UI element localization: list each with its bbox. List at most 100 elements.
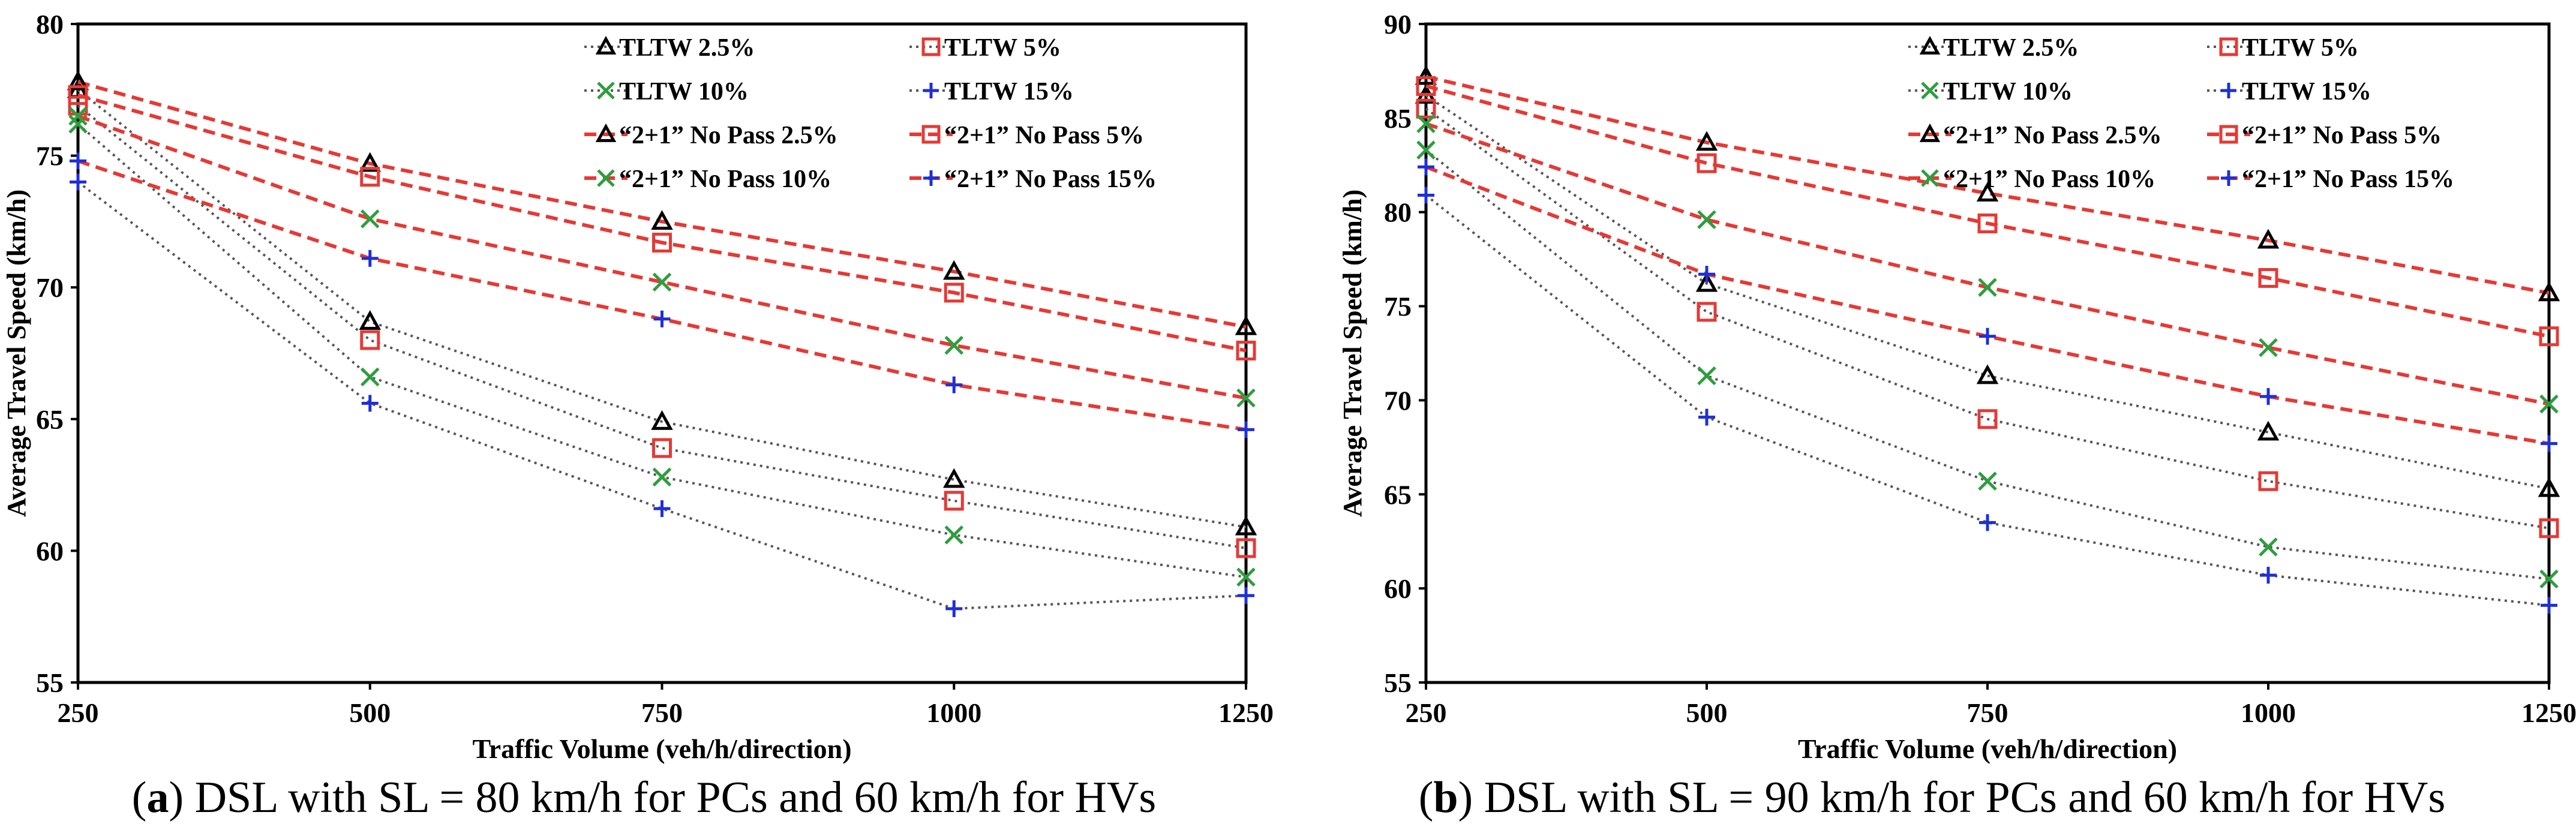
chart-a-series-2-1-no-pass-2-5: [67, 70, 1257, 335]
chart-a-x-axis-title: Traffic Volume (veh/h/direction): [472, 733, 851, 764]
chart-b-data-point: [1977, 213, 1998, 234]
chart-a-xtick-label: 1000: [926, 697, 981, 728]
chart-a-xtick-label: 250: [58, 697, 99, 728]
chart-a-data-point: [652, 233, 672, 253]
chart-b-data-point: [1979, 514, 1996, 531]
chart-a-data-point: [944, 282, 964, 303]
chart-a-legend-item-tltw-2-5: TLTW 2.5%: [584, 34, 755, 62]
chart-a-series-line: [77, 89, 1247, 528]
chart-b-ytick-label: 85: [1384, 103, 1412, 134]
chart-a-series-2-1-no-pass-10: [68, 106, 1256, 408]
chart-b-data-point: [1979, 327, 1996, 345]
chart-a-legend-marker: [595, 123, 617, 142]
chart-a-series-line: [77, 181, 1247, 611]
chart-b-series-tltw-15: [1418, 187, 2557, 614]
chart-a-series-tltw-15: [70, 173, 1254, 618]
chart-a-data-point: [70, 152, 86, 170]
chart-a-ytick-label: 70: [36, 272, 64, 303]
chart-b-data-point: [1418, 158, 1434, 176]
chart-b-data-point: [1976, 364, 1999, 384]
chart-a-legend-label: TLTW 15%: [944, 78, 1074, 106]
caption-b-text: DSL with SL = 90 km/h for PCs and 60 km/…: [1473, 773, 2446, 822]
chart-b-ytick-label: 60: [1384, 573, 1412, 604]
chart-b-xtick-label: 250: [1406, 697, 1447, 728]
chart-a-data-point: [1236, 567, 1256, 587]
chart-b-data-point: [2538, 281, 2560, 302]
chart-a-data-point: [1238, 587, 1254, 605]
chart-a-data-point: [67, 70, 89, 91]
chart-b-series-line: [1425, 107, 2550, 530]
chart-a-data-point: [943, 468, 965, 488]
chart-b-series-2-1-no-pass-15: [1418, 158, 2557, 452]
caption-a-label: a: [146, 773, 169, 822]
chart-b-data-point: [1697, 153, 1717, 173]
chart-a-ytick-label: 65: [36, 404, 64, 435]
chart-b-legend-label: TLTW 2.5%: [1943, 34, 2079, 62]
chart-b-series-line: [1425, 165, 2550, 446]
chart-b-data-point: [1978, 278, 1997, 297]
chart-b-data-point: [2541, 435, 2557, 452]
caption-a-text: DSL with SL = 80 km/h for PCs and 60 km/…: [184, 773, 1157, 822]
chart-a-data-point: [361, 395, 379, 412]
chart-b-data-point: [1416, 114, 1436, 134]
chart-a-legend-item-2-1-no-pass-15: “2+1” No Pass 15%: [909, 166, 1157, 193]
chart-a-data-point: [944, 336, 964, 355]
chart-b-legend-marker: [2221, 170, 2236, 186]
chart-a-xtick-label: 750: [641, 697, 683, 728]
chart-a-data-point: [68, 106, 88, 126]
chart-a-data-point: [653, 500, 671, 518]
chart-b-data-point: [1978, 471, 1997, 491]
chart-b-data-point: [1977, 409, 1998, 429]
chart-b-legend-label: TLTW 5%: [2242, 34, 2359, 62]
chart-a-data-point: [1236, 538, 1256, 558]
chart-a-data-point: [360, 209, 380, 228]
chart-b-xtick-label: 750: [1967, 697, 2008, 728]
chart-b-data-point: [1697, 302, 1717, 322]
chart-b-xtick-label: 500: [1686, 697, 1728, 728]
chart-b-svg: 55 60 65 70 75 80 85 90 250 500 750 1000 1250 Traffic…: [1338, 9, 2576, 764]
chart-a-data-point: [945, 600, 963, 618]
chart-b-data-point: [1697, 366, 1716, 386]
chart-b-ytick-label: 90: [1384, 9, 1412, 40]
chart-a-legend: TLTW 2.5% TLTW 5% TLTW 10% TLTW 15% “2+1” No…: [584, 34, 1157, 193]
chart-a-data-point: [651, 410, 673, 430]
chart-b-legend-item-tltw-5: TLTW 5%: [2207, 34, 2359, 62]
chart-b-series-tltw-5: [1416, 98, 2559, 539]
chart-b-series-line: [1425, 84, 2550, 338]
chart-a-legend-marker: [595, 35, 617, 55]
chart-a-legend-label: “2+1” No Pass 15%: [944, 166, 1157, 193]
chart-a-data-point: [943, 260, 965, 280]
chart-b-data-point: [1976, 182, 1999, 202]
chart-a-legend-item-2-1-no-pass-2-5: “2+1” No Pass 2.5%: [584, 122, 838, 149]
chart-b-data-point: [1416, 76, 1436, 97]
chart-b-legend-label: TLTW 10%: [1943, 78, 2073, 106]
chart-a-legend-label: “2+1” No Pass 5%: [944, 122, 1144, 149]
chart-b-xtick-label: 1000: [2241, 697, 2296, 728]
chart-a-legend-item-tltw-15: TLTW 15%: [909, 78, 1074, 106]
chart-b-data-point: [1416, 98, 1436, 119]
chart-a-data-point: [653, 310, 671, 327]
chart-b-data-point: [2259, 338, 2278, 357]
chart-a-legend-label: TLTW 10%: [619, 78, 749, 106]
chart-a-legend-label: TLTW 5%: [944, 34, 1061, 62]
chart-a-data-point: [1235, 515, 1257, 536]
chart-b-legend-item-tltw-15: TLTW 15%: [2207, 78, 2371, 106]
chart-a-data-point: [360, 330, 380, 350]
chart-panel-b: 55 60 65 70 75 80 85 90 250 500 750 1000 1250 Traffic…: [1288, 0, 2576, 830]
chart-a-y-axis-title: Average Travel Speed (km/h): [2, 190, 31, 517]
chart-b-data-point: [1416, 140, 1436, 160]
chart-a-series-line: [77, 93, 1247, 353]
chart-a-legend-marker: [921, 125, 941, 144]
chart-b-data-point: [2260, 388, 2277, 405]
chart-a-data-point: [70, 173, 86, 191]
chart-b-series-2-1-no-pass-5: [1416, 76, 2559, 347]
chart-b-series-2-1-no-pass-10: [1416, 114, 2559, 414]
chart-b-ytick-label: 75: [1384, 291, 1412, 322]
chart-b-legend-marker: [1919, 35, 1941, 55]
chart-a-series-2-1-no-pass-5: [68, 85, 1256, 361]
chart-a-ytick-label: 60: [36, 536, 64, 566]
chart-b-data-point: [1695, 272, 1718, 292]
chart-b-data-point: [2258, 268, 2278, 288]
chart-b-data-point: [2538, 477, 2560, 497]
chart-a-data-point: [1236, 388, 1256, 408]
